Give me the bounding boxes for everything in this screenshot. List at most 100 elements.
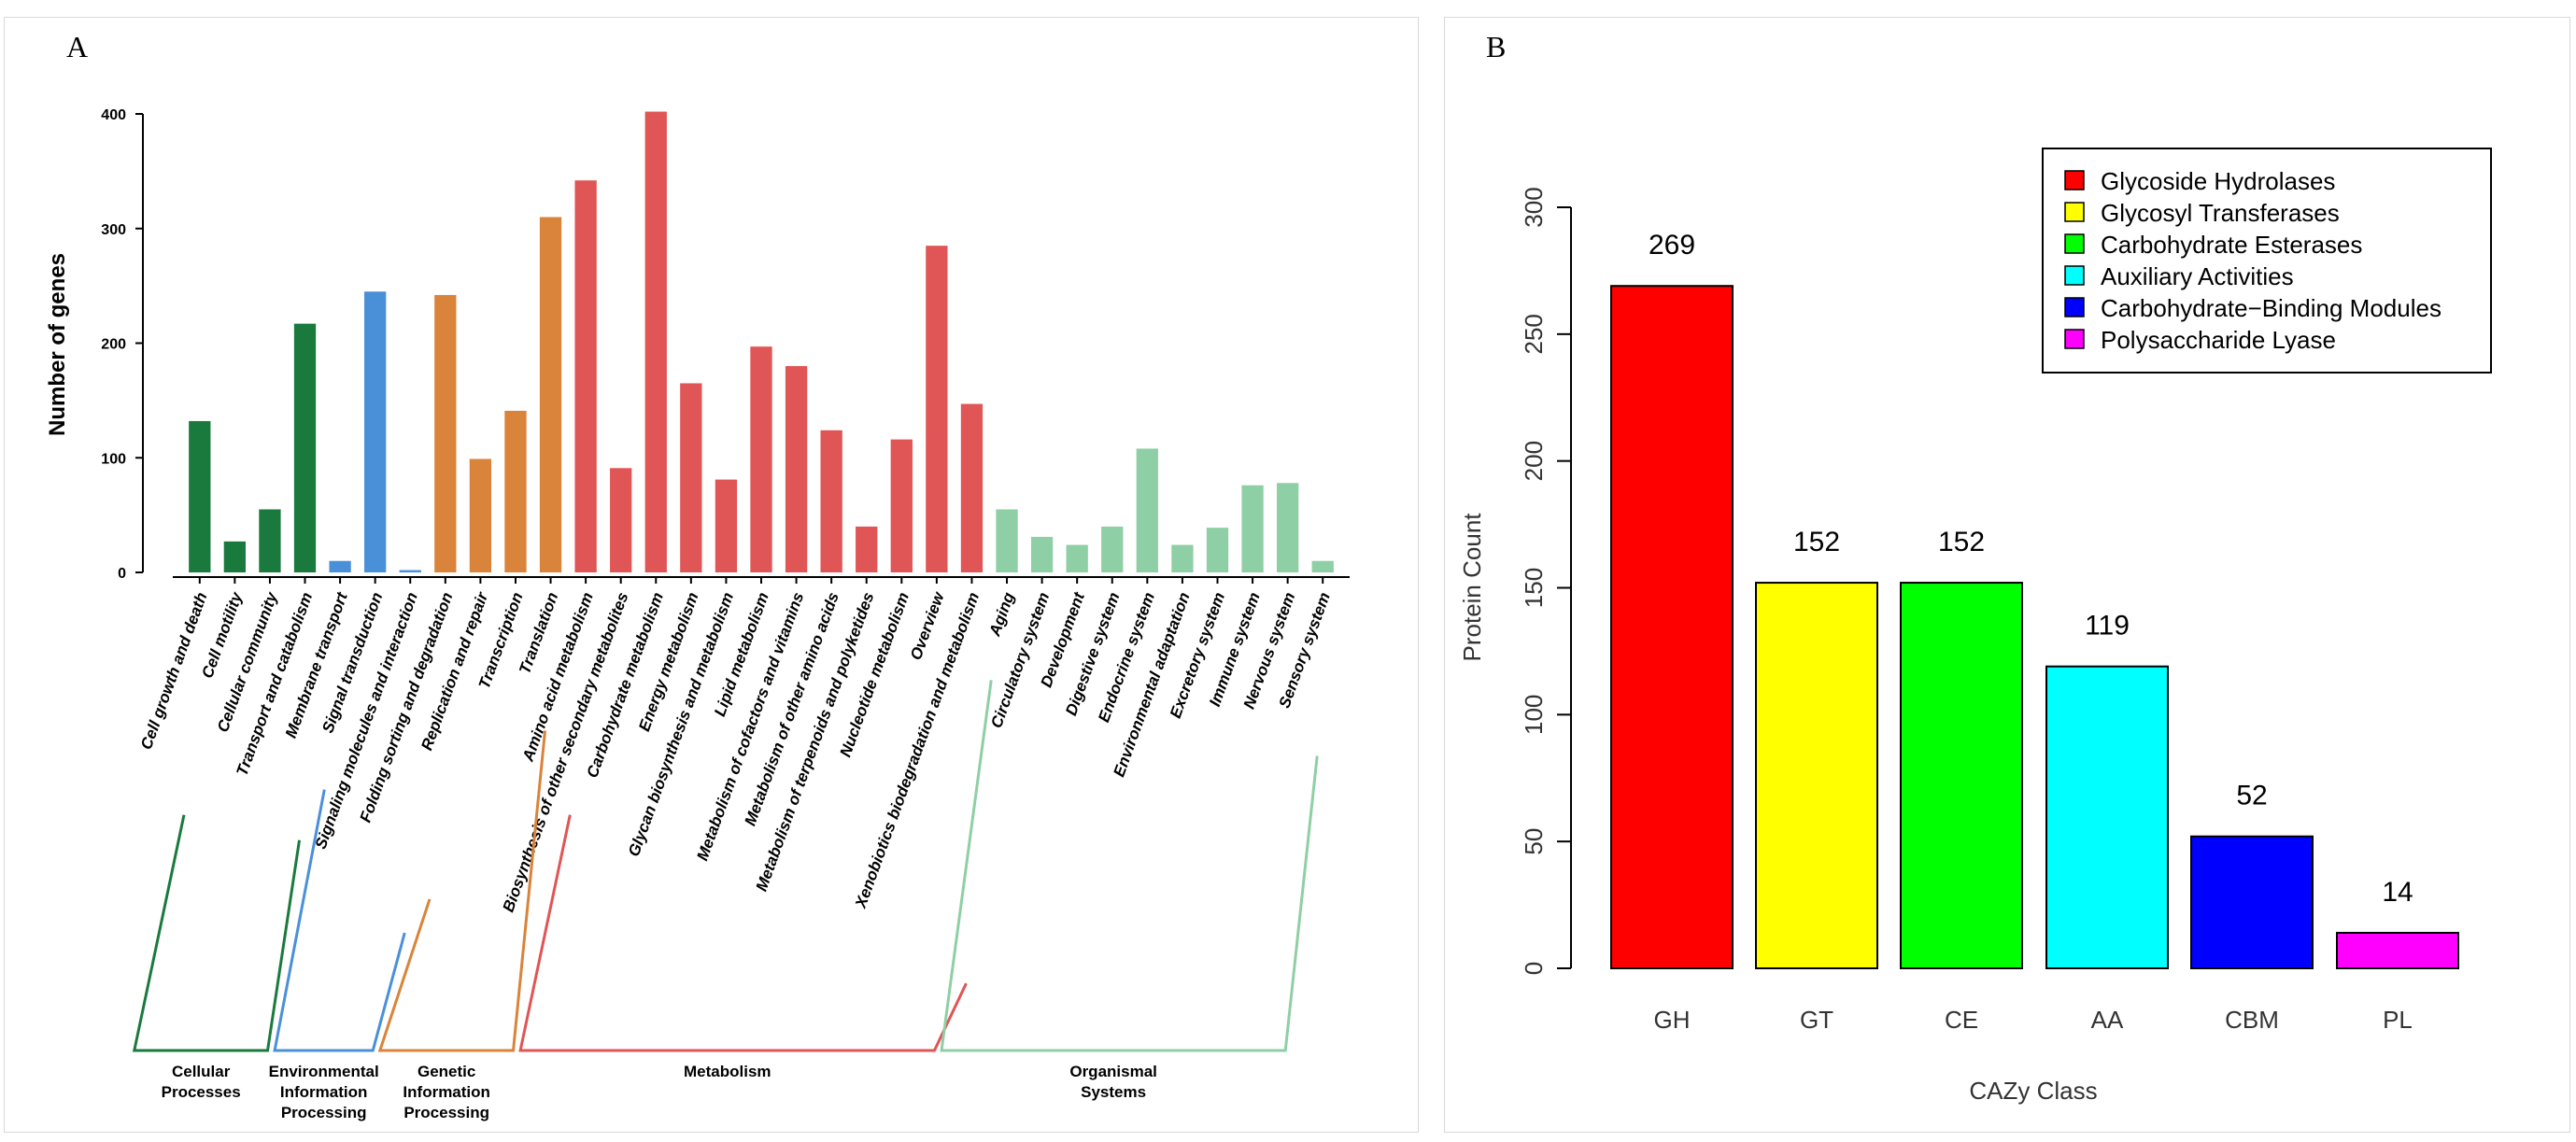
group-label: Systems [1081, 1083, 1146, 1101]
bar [399, 570, 421, 572]
group-label: Information [403, 1083, 490, 1101]
bar [223, 541, 247, 572]
x-tick-label: CBM [2225, 1006, 2279, 1034]
bar [1900, 582, 2023, 969]
legend-swatch [2064, 233, 2085, 254]
bar [259, 509, 281, 572]
data-label: 52 [2236, 781, 2267, 811]
data-label: 14 [2382, 877, 2413, 908]
panel-label-b: B [1486, 30, 1506, 63]
panel-a: A 0 100 200 300 400 Number of genes Cell growth… [4, 17, 1419, 1133]
bar [1610, 285, 1734, 969]
bar [574, 180, 597, 572]
y-tick-label: 300 [1520, 187, 1548, 227]
y-tick-label: 100 [101, 451, 126, 467]
group-label: Environmental [269, 1063, 379, 1080]
bar [890, 439, 913, 572]
data-label: 152 [1793, 527, 1840, 557]
legend-label: Polysaccharide Lyase [2101, 326, 2336, 354]
legend-label: Carbohydrate−Binding Modules [2101, 294, 2442, 322]
legend-swatch [2064, 297, 2085, 317]
bar [189, 420, 211, 572]
y-tick-label: 100 [1520, 695, 1548, 735]
bar [644, 111, 667, 573]
x-tick-label: GT [1800, 1006, 1833, 1034]
legend-label: Glycosyl Transferases [2101, 199, 2340, 227]
bar [329, 560, 351, 572]
bar [2336, 931, 2459, 970]
group-bracket [518, 814, 968, 1052]
bar [504, 410, 527, 572]
group-label: Metabolism [684, 1063, 771, 1080]
y-axis-title: Protein Count [1458, 513, 1486, 662]
data-label: 152 [1938, 527, 1985, 557]
y-tick-label: 0 [118, 566, 126, 582]
bar [680, 383, 702, 572]
bar [1241, 485, 1264, 572]
legend-swatch [2064, 202, 2085, 222]
y-tick-label: 300 [101, 222, 126, 238]
panel-b: B 0 50 100 150 200 250 300 Protein Count 269 GH 152… [1444, 17, 2570, 1133]
bar [469, 458, 492, 572]
group-bracket [940, 680, 1319, 1052]
legend-swatch [2064, 329, 2085, 349]
group-label: Organismal [1069, 1063, 1157, 1080]
legend: Glycoside Hydrolases Glycosyl Transferase… [2042, 148, 2492, 374]
bar [2190, 835, 2314, 969]
x-tick-label: Overview [907, 588, 948, 662]
x-tick-label: CE [1945, 1006, 1978, 1034]
bar [785, 366, 808, 572]
group-label: Cellular [172, 1063, 231, 1080]
y-tick-label: 50 [1520, 828, 1548, 855]
group-bracket [132, 814, 301, 1052]
group-label: Genetic [418, 1063, 475, 1080]
y-tick-label: 0 [1520, 962, 1548, 975]
y-tick-label: 200 [1520, 441, 1548, 481]
bar [364, 291, 387, 572]
bar [1030, 536, 1054, 572]
group-label: Information [280, 1083, 368, 1101]
bar [1066, 544, 1088, 572]
group-label: Processing [281, 1104, 367, 1121]
data-label: 119 [2085, 611, 2130, 641]
legend-swatch [2064, 170, 2085, 190]
bar [1755, 582, 1878, 969]
legend-label: Auxiliary Activities [2101, 262, 2294, 290]
legend-box [2042, 148, 2492, 374]
bar [750, 346, 772, 572]
y-axis-title: Number of genes [45, 253, 70, 436]
legend-label: Carbohydrate Esterases [2101, 231, 2362, 259]
data-label: 269 [1649, 230, 1695, 261]
bar [1311, 560, 1334, 572]
x-tick-label: Aging [985, 589, 1018, 639]
bar [293, 323, 317, 572]
bar [539, 217, 562, 572]
bar [1101, 526, 1124, 572]
bar [856, 526, 878, 572]
x-tick-label: PL [2383, 1006, 2413, 1034]
bar [820, 430, 842, 572]
bar [434, 294, 457, 572]
bar [1136, 448, 1158, 572]
bar [1276, 483, 1299, 572]
bar [1206, 528, 1229, 572]
panel-label-a: A [66, 30, 88, 63]
bar [610, 468, 632, 572]
y-tick-label: 250 [1520, 314, 1548, 354]
bar [2045, 665, 2169, 969]
x-axis-title: CAZy Class [1969, 1077, 2097, 1105]
group-label: Processing [403, 1104, 489, 1121]
legend-swatch [2064, 265, 2085, 286]
x-tick-label: GH [1654, 1006, 1691, 1034]
bar [715, 479, 738, 572]
bar [926, 246, 948, 572]
y-tick-label: 200 [101, 337, 126, 353]
bar [960, 403, 984, 572]
cazy-bar-chart: B 0 50 100 150 200 250 300 Protein Count 269 GH 152… [1458, 30, 2492, 1105]
y-tick-label: 150 [1520, 568, 1548, 608]
group-bracket [377, 730, 547, 1052]
x-tick-label: AA [2091, 1006, 2124, 1034]
group-label: Processes [162, 1083, 241, 1101]
y-tick-label: 400 [101, 107, 126, 123]
